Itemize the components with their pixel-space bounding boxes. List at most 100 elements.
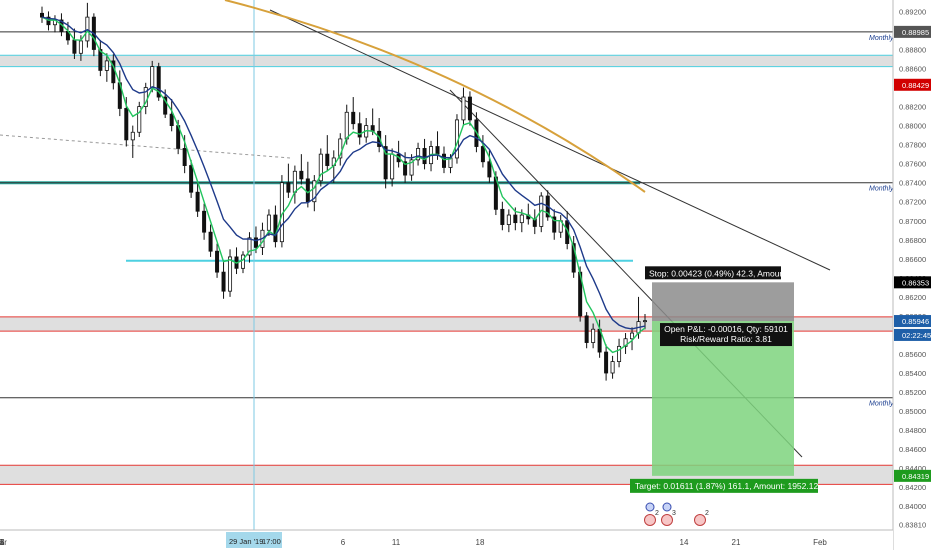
- candle-body: [253, 237, 258, 248]
- price-tick-label: 0.84200: [899, 483, 926, 492]
- slow-moving-average: [224, 0, 646, 193]
- price-tick-label: 0.85400: [899, 369, 926, 378]
- zone-0: [0, 55, 893, 67]
- candle: [312, 175, 317, 212]
- event-icon[interactable]: 3: [661, 502, 677, 526]
- price-tick-label: 0.88600: [899, 65, 926, 74]
- target-label: Target: 0.01611 (1.87%) 161.1, Amount: 1…: [635, 481, 818, 491]
- candle: [506, 209, 511, 233]
- candle: [623, 333, 628, 354]
- price-label-box: [894, 25, 931, 38]
- candle-body: [266, 214, 271, 231]
- candle: [630, 327, 635, 351]
- price-tick-label: 0.86600: [899, 255, 926, 264]
- price-tick-label: 0.87600: [899, 160, 926, 169]
- candles-layer: [40, 2, 648, 381]
- price-tick-label: 0.88800: [899, 45, 926, 54]
- candle: [461, 87, 466, 126]
- price-tick-label: 0.83810: [899, 520, 926, 529]
- candle: [377, 117, 382, 153]
- monthly-label-1: Monthly: [869, 186, 894, 193]
- candle: [325, 135, 330, 172]
- price-label-box: [894, 328, 931, 341]
- price-tick-label: 0.89200: [899, 7, 926, 16]
- time-tick-label: 6: [341, 538, 346, 547]
- candle: [532, 209, 537, 235]
- candle-body: [591, 328, 596, 343]
- time-tick-label: 14: [680, 538, 689, 547]
- candle-body: [487, 161, 492, 178]
- candle-body: [630, 332, 635, 340]
- price-label: 0.84319: [902, 472, 929, 481]
- candle-body: [189, 165, 194, 193]
- position-layer[interactable]: Stop: 0.00423 (0.49%) 42.3, Amount: 750 O…: [630, 266, 818, 526]
- candle: [215, 243, 220, 278]
- price-label: 0.88429: [902, 81, 929, 90]
- dashed-trendline: [0, 134, 291, 159]
- candle: [467, 91, 472, 126]
- price-axis-bg: [893, 0, 932, 550]
- price-tick-label: 0.85200: [899, 388, 926, 397]
- price-tick-label: 0.86800: [899, 236, 926, 245]
- candle: [40, 6, 45, 23]
- candle-body: [519, 214, 524, 224]
- candle-body: [78, 40, 83, 54]
- candle-body: [40, 12, 45, 18]
- crosshair-date-label: 29 Jan '19: [229, 537, 263, 546]
- crosshair-time-label: 17:00: [262, 537, 281, 546]
- monthly-label-2: Monthly: [869, 401, 894, 408]
- candle-body: [312, 180, 317, 203]
- candle-body: [202, 210, 207, 233]
- candle: [480, 135, 485, 168]
- candle-body: [435, 146, 440, 155]
- candle-body: [383, 146, 388, 180]
- price-label: 02:22:45: [902, 331, 931, 340]
- price-label-box: [894, 78, 931, 91]
- target-label-box: [630, 478, 818, 493]
- candle-body: [643, 320, 648, 323]
- event-icon[interactable]: 2: [694, 510, 710, 526]
- candle: [169, 98, 174, 132]
- price-tick-label: 0.86200: [899, 293, 926, 302]
- pnl-box: [660, 323, 792, 347]
- price-label: 0.88985: [902, 28, 929, 37]
- candle: [286, 163, 291, 198]
- price-tick-label: 0.87800: [899, 141, 926, 150]
- candle: [422, 138, 427, 170]
- trendlines-layer: Monthly Monthly Monthly: [0, 0, 894, 530]
- candle-body: [299, 170, 304, 180]
- candle-body: [228, 256, 233, 292]
- price-label: 0.85946: [902, 317, 929, 326]
- candle: [85, 2, 90, 48]
- monthly-label-0: Monthly: [869, 35, 894, 42]
- time-tick-label: 21: [732, 538, 741, 547]
- candle: [273, 205, 278, 248]
- candle-body: [623, 338, 628, 347]
- candle-body: [240, 254, 245, 269]
- candle-body: [480, 146, 485, 163]
- candle-body: [46, 16, 51, 26]
- candle-body: [137, 106, 142, 133]
- price-axis[interactable]: 0.892000.890000.888000.886000.884000.882…: [892, 0, 932, 550]
- candle: [604, 344, 609, 381]
- candle: [143, 82, 148, 115]
- candle: [117, 70, 122, 117]
- candle: [558, 215, 563, 238]
- candle: [221, 260, 226, 299]
- medium-ema-line: [41, 16, 646, 330]
- event-flag-icon: [661, 514, 673, 526]
- risk-reward-label: Risk/Reward Ratio: 3.81: [680, 334, 772, 344]
- candle-body: [318, 153, 323, 182]
- price-tick-label: 0.88000: [899, 122, 926, 131]
- candle-body: [351, 111, 356, 125]
- candle: [357, 112, 362, 145]
- candle-body: [422, 148, 427, 165]
- event-icon[interactable]: 2: [644, 502, 660, 526]
- candle: [416, 142, 421, 166]
- time-tick-label: 18: [476, 538, 485, 547]
- time-tick-label: Mar: [0, 538, 7, 547]
- price-tick-label: 0.85000: [899, 407, 926, 416]
